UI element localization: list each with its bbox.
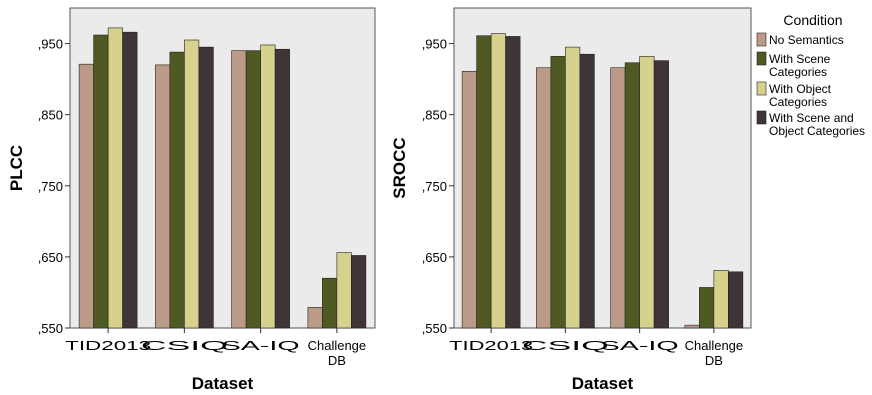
- legend-entry-label: With Scene and Object Categories: [769, 111, 865, 138]
- srocc-bar: [490, 33, 506, 329]
- srocc-bar: [536, 67, 552, 329]
- plcc-bar: [322, 277, 338, 329]
- plcc-bar: [260, 44, 276, 329]
- srocc-y-tick-label: ,750: [422, 179, 447, 194]
- srocc-bar: [653, 60, 669, 329]
- srocc-bar: [550, 56, 566, 329]
- srocc-bar: [699, 287, 715, 329]
- srocc-bar: [610, 67, 626, 329]
- plcc-bar: [198, 46, 214, 329]
- srocc-x-tick-label: TID2013: [449, 338, 533, 353]
- plcc-x-tick-label: Challenge DB: [308, 338, 367, 368]
- srocc-bar: [639, 56, 655, 329]
- legend-swatch: [756, 51, 767, 66]
- plcc-y-tick-label: ,750: [38, 179, 63, 194]
- srocc-bar: [684, 324, 700, 329]
- srocc-y-tick-label: ,850: [422, 108, 447, 123]
- plcc-bar: [231, 50, 247, 329]
- srocc-y-tick-label: ,550: [422, 321, 447, 336]
- plcc-bar: [169, 51, 185, 329]
- plcc-y-tick-label: ,850: [38, 108, 63, 123]
- plcc-y-tick-label: ,950: [38, 37, 63, 52]
- srocc-bar: [505, 36, 521, 329]
- plcc-x-axis-title: Dataset: [192, 374, 254, 393]
- legend-swatch: [756, 81, 767, 96]
- srocc-x-tick-label: CSIQ: [522, 338, 609, 353]
- plcc-bar: [245, 50, 261, 329]
- plcc-bar: [336, 252, 352, 329]
- legend-swatch: [756, 32, 767, 47]
- plcc-x-tick-label: CSIQ: [141, 338, 228, 353]
- plcc-bar: [307, 307, 323, 329]
- srocc-bar: [624, 62, 640, 329]
- plcc-bar: [93, 34, 109, 329]
- srocc-x-axis-title: Dataset: [572, 374, 634, 393]
- plcc-bar: [274, 48, 290, 329]
- legend-entry-label: With Scene Categories: [769, 52, 831, 79]
- legend: Condition No Semantics With Scene Categorie…: [756, 12, 865, 138]
- plcc-y-tick-label: ,650: [38, 250, 63, 265]
- srocc-bar: [476, 35, 492, 329]
- legend-swatch: [756, 110, 767, 125]
- plcc-y-tick-label: ,550: [38, 321, 63, 336]
- srocc-y-tick-label: ,950: [422, 37, 447, 52]
- srocc-bar: [461, 70, 477, 329]
- srocc-y-axis-title: SROCC: [390, 137, 409, 198]
- plcc-bar: [107, 27, 123, 329]
- srocc-bar: [579, 53, 595, 329]
- legend-entry-label: No Semantics: [769, 33, 844, 47]
- plcc-bar: [122, 31, 138, 329]
- legend-entry-label: With Object Categories: [769, 82, 832, 109]
- plcc-bar: [78, 63, 94, 329]
- plcc-bar: [184, 39, 200, 329]
- srocc-x-tick-label: SA-IQ: [601, 338, 679, 353]
- plcc-x-tick-label: SA-IQ: [222, 338, 300, 353]
- plcc-x-tick-label: TID2013: [65, 338, 151, 353]
- plcc-y-axis-title: PLCC: [7, 145, 26, 191]
- srocc-bar: [565, 46, 581, 329]
- plcc-chart: ,550 ,650 ,750 ,850 ,950 PLCC Dataset TID2013 CS…: [7, 7, 376, 393]
- plcc-bar: [155, 64, 171, 329]
- plcc-bar: [351, 255, 367, 329]
- srocc-bar: [713, 270, 729, 329]
- srocc-y-tick-label: ,650: [422, 250, 447, 265]
- legend-title: Condition: [783, 12, 842, 28]
- srocc-x-tick-label: Challenge DB: [685, 338, 744, 368]
- srocc-bar: [728, 271, 744, 329]
